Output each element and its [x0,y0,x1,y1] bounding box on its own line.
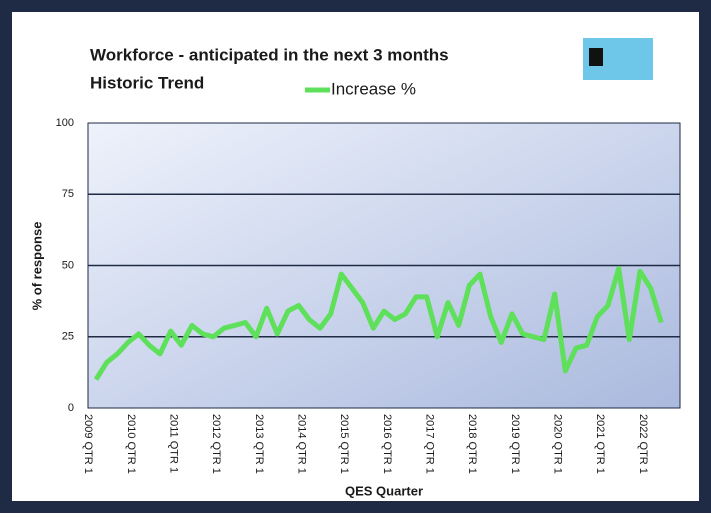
line-series [93,265,664,381]
x-tick-label: 2013 QTR 1 [253,414,265,474]
x-tick-label: 2015 QTR 1 [338,414,350,474]
x-tick-label: 2010 QTR 1 [125,414,137,474]
x-tick-label: 2014 QTR 1 [295,414,307,474]
x-tick-label: 2009 QTR 1 [82,414,94,474]
chart-subtitle: Historic Trend [90,73,204,92]
x-tick-label: 2011 QTR 1 [167,414,179,473]
y-tick-label: 25 [62,331,74,343]
legend-label: Increase % [331,79,416,98]
x-tick-label: 2020 QTR 1 [551,414,563,474]
x-tick-label: 2012 QTR 1 [210,414,222,474]
x-tick-label: 2019 QTR 1 [509,414,521,474]
logo [583,38,653,80]
chart-title: Workforce - anticipated in the next 3 mo… [90,45,449,64]
y-tick-label: 50 [62,259,74,271]
x-tick-label: 2018 QTR 1 [466,414,478,474]
y-tick-label: 75 [62,188,74,200]
x-axis-label: QES Quarter [345,483,423,498]
y-axis-label: % of response [29,222,44,311]
x-tick-label: 2022 QTR 1 [637,414,649,474]
x-tick-label: 2016 QTR 1 [381,414,393,474]
x-tick-label: 2021 QTR 1 [594,414,606,474]
y-tick-label: 0 [68,402,74,414]
x-tick-label: 2017 QTR 1 [423,414,435,474]
y-tick-label: 100 [56,117,74,129]
